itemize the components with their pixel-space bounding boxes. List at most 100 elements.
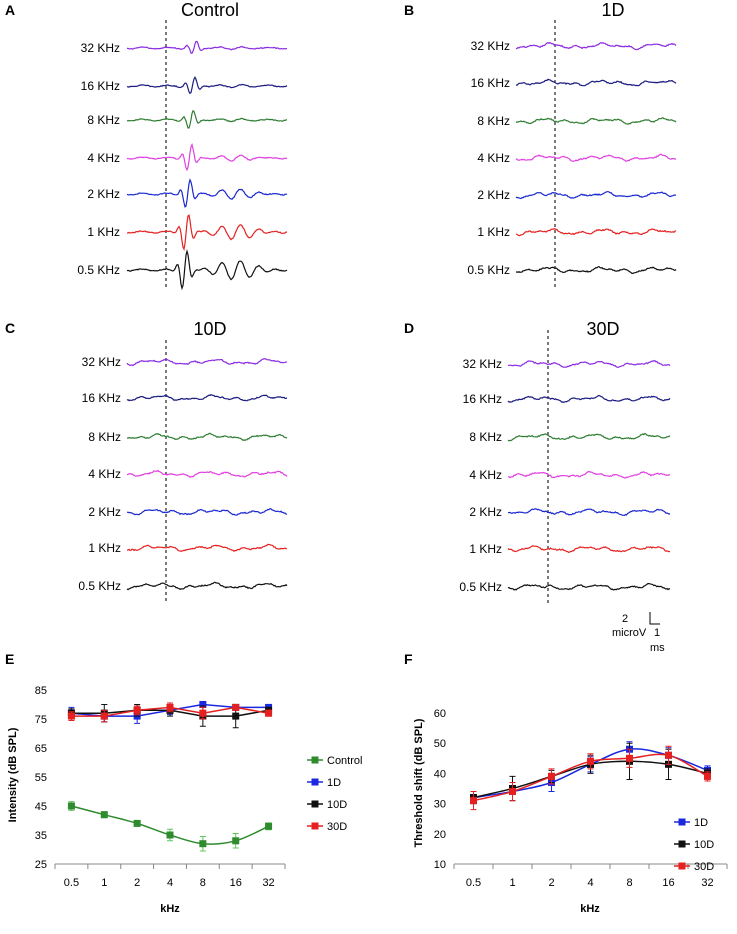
y-tick-label: 75 (35, 714, 47, 726)
chart-e: E 0.5 1 2 4 8 16 32 25 35 45 55 65 75 85 kHz Intensity (… (5, 651, 362, 915)
scale-bar-axes (649, 612, 660, 625)
legend-label: 1D (694, 817, 708, 829)
scale-bar: 2 microV 1 ms (612, 612, 665, 654)
data-point (133, 706, 141, 714)
abr-trace (126, 248, 288, 291)
abr-trace (126, 508, 288, 516)
data-point (265, 822, 273, 830)
data-point (265, 709, 273, 717)
data-point (199, 701, 207, 708)
data-point (232, 703, 240, 711)
abr-trace (515, 228, 677, 237)
x-tick-label: 4 (167, 877, 173, 889)
data-point (100, 712, 108, 720)
x-tick-label: 1 (101, 877, 107, 889)
abr-panel-b: B 1D 32 KHz 16 KHz 8 KHz 4 KHz 2 KHz 1 KHz 0.5 K… (404, 0, 677, 290)
x-tick-label: 1 (509, 877, 515, 889)
panel-letter-b: B (404, 2, 414, 18)
abr-trace (507, 545, 671, 554)
panel-letter-d: D (404, 320, 414, 336)
trace-label: 1 KHz (87, 225, 120, 239)
y-tick-label: 45 (35, 801, 47, 813)
abr-trace (507, 470, 670, 479)
legend-label: Control (327, 755, 362, 767)
data-point (100, 811, 108, 819)
trace-label: 32 KHz (82, 355, 121, 369)
x-tick-label: 8 (200, 877, 206, 889)
abr-trace (126, 357, 288, 367)
trace-label: 2 KHz (469, 505, 502, 519)
series-10d: 10D (67, 704, 347, 811)
data-point (199, 709, 207, 717)
abr-trace (126, 581, 288, 591)
data-point (626, 754, 633, 762)
trace-label: 1 KHz (477, 225, 510, 239)
data-point (470, 797, 477, 805)
y-tick-label: 65 (35, 743, 47, 755)
x-axis-label: kHz (160, 903, 180, 915)
abr-trace (507, 582, 671, 591)
scale-bar-voltage-value: 2 (622, 613, 628, 625)
trace-label: 32 KHz (471, 39, 510, 53)
x-tick-label: 2 (548, 877, 554, 889)
trace-label: 32 KHz (463, 357, 502, 371)
trace-label: 1 KHz (88, 541, 121, 555)
y-tick-label: 60 (434, 708, 446, 720)
data-point (232, 712, 240, 720)
data-point (587, 757, 594, 765)
trace-label: 4 KHz (88, 467, 121, 481)
abr-trace (515, 153, 677, 163)
panel-letter-c: C (5, 320, 15, 336)
panel-title-d: 30D (586, 319, 619, 339)
scale-bar-voltage-unit: microV (612, 627, 647, 639)
x-tick-label: 0.5 (466, 877, 481, 889)
abr-trace (507, 394, 671, 403)
x-axis-label: kHz (580, 903, 600, 915)
legend-label: 1D (327, 777, 341, 789)
abr-trace (127, 40, 288, 54)
y-tick-label: 20 (434, 829, 446, 841)
trace-label: 4 KHz (469, 468, 502, 482)
data-point (665, 751, 672, 759)
abr-panel-c: C 10D 32 KHz 16 KHz 8 KHz 4 KHz 2 KHz 1 KHz 0.5 … (5, 319, 288, 603)
legend-marker (678, 818, 686, 826)
legend-marker (311, 756, 319, 764)
legend-label: 10D (327, 799, 347, 811)
abr-trace (126, 109, 288, 129)
y-tick-label: 25 (35, 859, 47, 871)
panel-letter-a: A (5, 2, 15, 18)
trace-label: 2 KHz (87, 187, 120, 201)
trace-label: 2 KHz (88, 505, 121, 519)
abr-panels: A Control 32 KHz 16 KHz 8 KHz 4 KHz 2 KHz 1 KHz… (5, 0, 677, 654)
abr-trace (126, 432, 288, 441)
trace-label: 0.5 KHz (459, 580, 502, 594)
series-30d: 30D (67, 702, 347, 833)
x-tick-label: 2 (134, 877, 140, 889)
legend-marker (311, 778, 319, 786)
data-point (548, 772, 555, 780)
y-tick-label: 50 (434, 738, 446, 750)
trace-label: 4 KHz (87, 151, 120, 165)
data-point (166, 831, 174, 839)
abr-panel-d: D 30D 32 KHz 16 KHz 8 KHz 4 KHz 2 KHz 1 KHz 0.5 … (404, 319, 671, 603)
abr-trace (507, 359, 671, 368)
scale-bar-time-value: 1 (654, 627, 660, 639)
x-tick-label: 0.5 (64, 877, 79, 889)
abr-trace (515, 266, 677, 274)
y-tick-label: 35 (35, 830, 47, 842)
series-30d: 30D (470, 745, 714, 873)
y-tick-label: 85 (35, 685, 47, 697)
trace-label: 0.5 KHz (78, 579, 121, 593)
panel-title-c: 10D (193, 319, 226, 339)
x-tick-label: 32 (262, 877, 274, 889)
trace-label: 32 KHz (81, 41, 120, 55)
x-tick-label: 4 (587, 877, 593, 889)
abr-trace (126, 393, 288, 402)
abr-trace (126, 142, 288, 172)
trace-label: 0.5 KHz (77, 263, 120, 277)
y-axis-label: Intensity (dB SPL) (7, 727, 19, 822)
panel-letter-f: F (404, 651, 413, 667)
summary-charts: E 0.5 1 2 4 8 16 32 25 35 45 55 65 75 85 kHz Intensity (… (5, 651, 728, 915)
y-tick-label: 40 (434, 768, 446, 780)
